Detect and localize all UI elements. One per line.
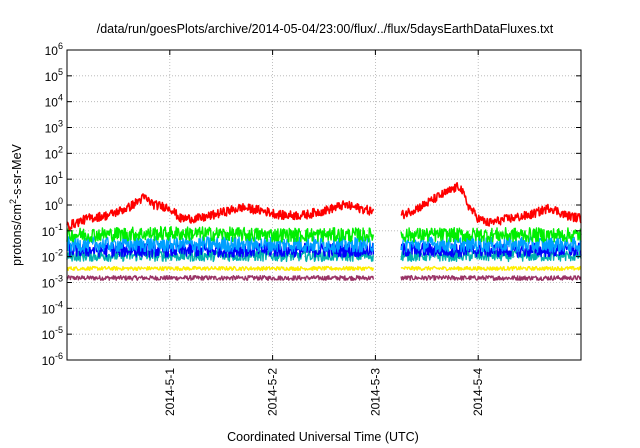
y-tick-label: 10-3 (42, 274, 63, 291)
y-tick-label: 106 (45, 41, 63, 58)
y-tick-label: 103 (45, 119, 63, 136)
x-tick-labels: 2014-5-1 2014-5-2 2014-5-3 2014-5-4 (163, 368, 485, 416)
y-tick-label: 10-5 (42, 325, 63, 342)
series-line (400, 235, 582, 253)
y-axis-label-pre: protons/cm (10, 204, 24, 266)
y-tick-label: 10-2 (42, 248, 63, 265)
y-tick-label-exp: 3 (58, 119, 63, 129)
series-line (66, 225, 374, 243)
x-tick-label: 2014-5-1 (163, 368, 177, 416)
y-tick-label-exp: -3 (55, 274, 63, 284)
x-axis-label: Coordinated Universal Time (UTC) (227, 430, 419, 444)
series-line (66, 235, 374, 253)
x-tick-label: 2014-5-2 (266, 368, 280, 416)
y-tick-label: 102 (45, 144, 63, 161)
y-tick-label: 10-1 (42, 222, 63, 239)
y-tick-label-base: 10 (42, 328, 56, 342)
y-tick-label-exp: -6 (55, 351, 63, 361)
series-line (66, 193, 375, 231)
y-tick-label: 10-6 (42, 351, 63, 368)
y-tick-label-exp: -5 (55, 325, 63, 335)
y-tick-label: 10-4 (42, 299, 63, 316)
series-line (400, 226, 582, 243)
y-tick-label-exp: -4 (55, 299, 63, 309)
series-line (66, 265, 374, 272)
y-tick-label-exp: 1 (58, 170, 63, 180)
plot-frame (66, 49, 582, 361)
y-tick-label-base: 10 (45, 96, 59, 110)
series-line (66, 274, 374, 281)
y-tick-label-base: 10 (42, 277, 56, 291)
data-series (66, 182, 582, 281)
y-tick-label-base: 10 (42, 354, 56, 368)
y-tick-label: 101 (45, 170, 63, 187)
y-tick-label-exp: 0 (58, 196, 63, 206)
y-tick-label-exp: -2 (55, 248, 63, 258)
y-tick-label-base: 10 (42, 302, 56, 316)
y-tick-label-exp: 6 (58, 41, 63, 51)
y-tick-labels: 10610510410310210110010-110-210-310-410-… (42, 41, 63, 368)
y-tick-label-base: 10 (42, 225, 56, 239)
y-tick-label-base: 10 (45, 44, 59, 58)
y-tick-label-exp: 4 (58, 93, 63, 103)
y-tick-label-base: 10 (45, 122, 59, 136)
series-line (400, 265, 582, 272)
y-tick-label-base: 10 (45, 147, 59, 161)
y-axis-label-post: -s-sr-MeV (10, 143, 24, 199)
y-tick-label: 105 (45, 67, 63, 84)
series-line (400, 274, 582, 281)
series-line (400, 182, 582, 227)
axis-ticks (67, 49, 581, 361)
y-tick-label-base: 10 (42, 251, 56, 265)
y-tick-label-exp: 2 (58, 144, 63, 154)
y-tick-label-base: 10 (45, 173, 59, 187)
chart-title: /data/run/goesPlots/archive/2014-05-04/2… (97, 22, 554, 36)
y-axis-label: protons/cm2-s-sr-MeV (8, 143, 24, 265)
y-tick-label-base: 10 (45, 70, 59, 84)
y-tick-label: 104 (45, 93, 63, 110)
x-tick-label: 2014-5-4 (471, 368, 485, 416)
y-axis-label-sup: 2 (8, 199, 18, 204)
y-tick-label-base: 10 (45, 199, 59, 213)
y-tick-label: 100 (45, 196, 63, 213)
x-tick-label: 2014-5-3 (368, 368, 382, 416)
y-tick-label-exp: 5 (58, 67, 63, 77)
y-tick-label-exp: -1 (55, 222, 63, 232)
grid (67, 50, 581, 360)
